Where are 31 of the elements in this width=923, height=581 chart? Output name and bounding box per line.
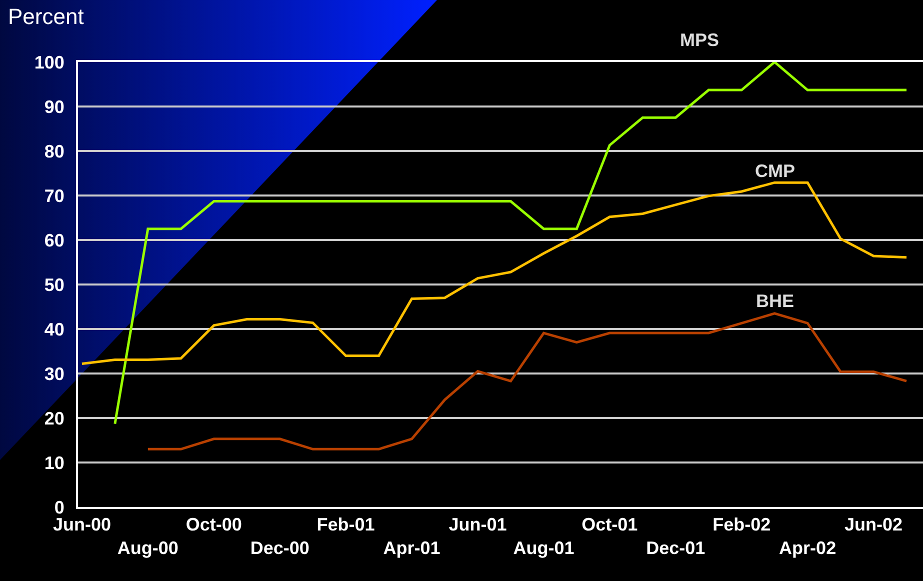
y-tick-label: 60 [44, 230, 64, 250]
x-tick-label: Apr-01 [383, 538, 440, 558]
x-tick-label: Apr-02 [779, 538, 836, 558]
y-tick-label: 90 [44, 96, 64, 117]
y-tick-label: 70 [44, 186, 64, 206]
y-tick-label: 20 [44, 408, 64, 428]
series-label: CMP [755, 161, 795, 181]
y-tick-label: 80 [44, 141, 64, 162]
y-tick-label: 50 [44, 274, 64, 295]
line-series [80, 181, 908, 365]
line-series [146, 312, 908, 450]
x-tick-label: Aug-01 [513, 538, 574, 558]
x-tick-label: Aug-00 [117, 538, 178, 558]
x-tick-label: Oct-01 [582, 514, 638, 535]
y-tick-label: 0 [54, 497, 64, 518]
x-tick-label: Dec-00 [250, 538, 310, 558]
line-series [114, 62, 908, 426]
x-tick-label: Oct-00 [186, 514, 242, 535]
series-label: BHE [756, 291, 794, 311]
y-tick-label: 100 [34, 52, 64, 72]
y-axis-title: Percent [8, 4, 84, 29]
y-tick-label: 40 [44, 319, 64, 340]
x-tick-label: Jun-02 [844, 514, 903, 535]
x-tick-label: Feb-02 [712, 514, 771, 535]
y-tick-label: 30 [44, 364, 64, 384]
x-tick-label: Feb-01 [316, 514, 375, 535]
x-tick-label: Dec-01 [646, 538, 706, 558]
x-tick-label: Jun-00 [52, 514, 111, 535]
y-tick-label: 10 [44, 452, 64, 473]
text: MPS [680, 30, 720, 50]
x-tick-label: Jun-01 [448, 514, 507, 535]
